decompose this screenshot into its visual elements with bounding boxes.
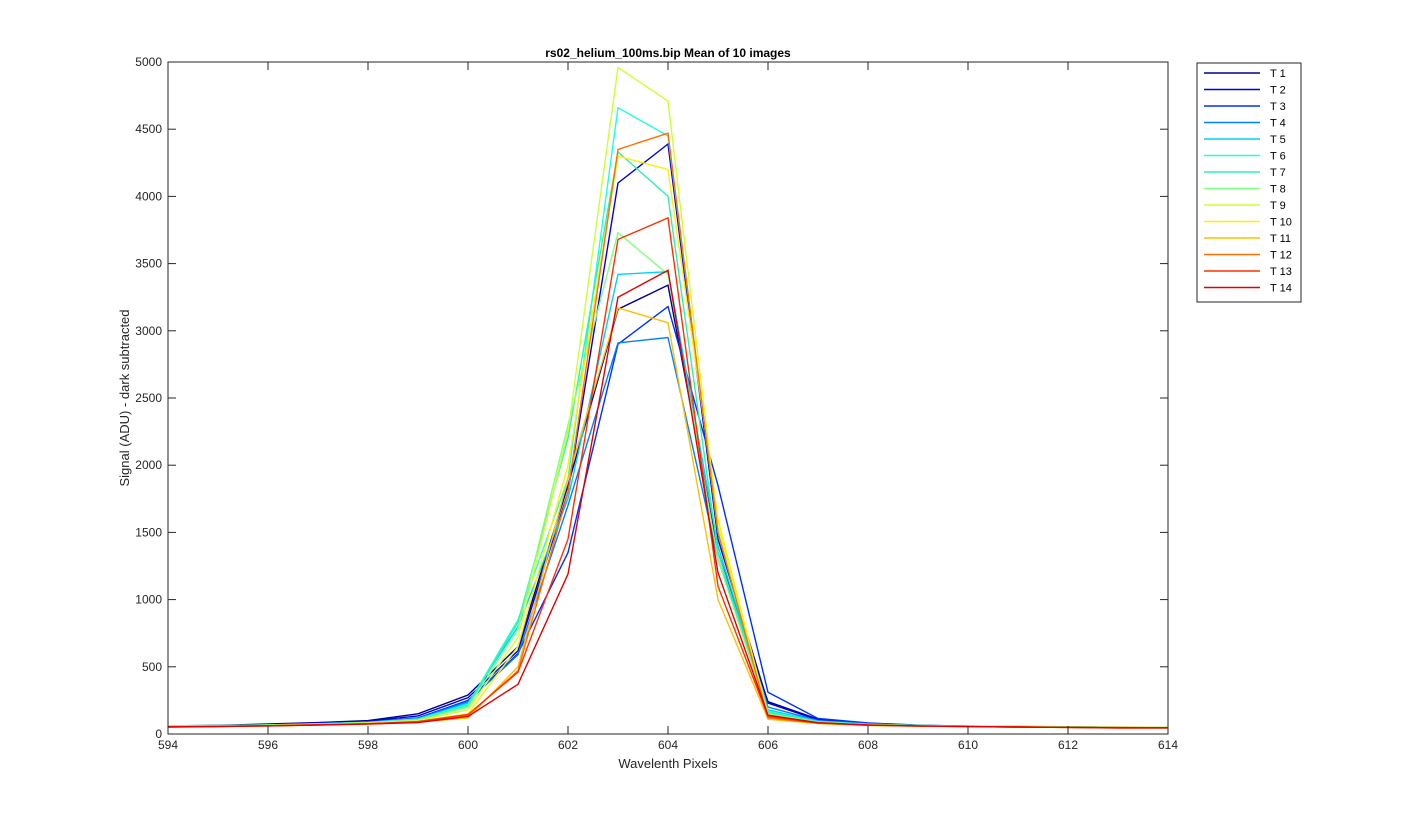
x-axis-label: Wavelenth Pixels: [618, 756, 718, 771]
legend-label-9: T 9: [1270, 200, 1286, 212]
legend-label-13: T 13: [1270, 266, 1292, 278]
series-line-13: [167, 216, 1168, 729]
x-tick-label: 604: [658, 738, 678, 752]
legend-label-4: T 4: [1270, 118, 1286, 130]
legend-label-8: T 8: [1270, 184, 1286, 196]
series-line-7: [167, 150, 1169, 728]
y-axis-label: Signal (ADU) - dark subtracted: [117, 309, 132, 486]
series-line-9: [167, 66, 1169, 729]
x-tick-label: 614: [1158, 738, 1178, 752]
y-tick-label: 5000: [135, 55, 162, 69]
y-tick-label: 2000: [135, 458, 162, 472]
y-tick-label: 2500: [135, 391, 162, 405]
legend-label-6: T 6: [1270, 151, 1286, 163]
legend-label-5: T 5: [1270, 134, 1286, 146]
tick-labels: 594 596 598 600 602 604 606 608 610 612 614 0 500 100…: [135, 55, 1178, 752]
legend-label-7: T 7: [1270, 167, 1286, 179]
y-tick-label: 3000: [135, 324, 162, 338]
y-tick-label: 500: [142, 660, 162, 674]
legend: T 1 T 2 T 3 T 4 T 5 T 6 T 7 T 8 T 9 T 10 T 11 T 12 T…: [1196, 62, 1302, 303]
y-tick-label: 4000: [135, 189, 162, 203]
x-tick-label: 602: [558, 738, 578, 752]
legend-label-2: T 2: [1270, 85, 1286, 97]
x-tick-label: 610: [958, 738, 978, 752]
x-tick-label: 606: [758, 738, 778, 752]
legend-label-3: T 3: [1270, 101, 1286, 113]
series-line-14: [167, 269, 1168, 729]
series-line-11: [167, 307, 1169, 729]
legend-label-14: T 14: [1270, 283, 1292, 295]
legend-label-1: T 1: [1270, 68, 1286, 80]
y-tick-label: 3500: [135, 257, 162, 271]
x-tick-label: 600: [458, 738, 478, 752]
series-line-4: [167, 336, 1169, 729]
legend-label-11: T 11: [1270, 233, 1291, 245]
y-tick-label: 1000: [135, 593, 162, 607]
plot-area: [167, 66, 1169, 729]
y-tick-label: 4500: [135, 122, 162, 136]
legend-label-10: T 10: [1270, 217, 1292, 229]
x-tick-label: 596: [258, 738, 278, 752]
legend-box: [1196, 62, 1302, 303]
y-tick-label: 1500: [135, 525, 162, 539]
x-tick-label: 598: [358, 738, 378, 752]
series-line-2: [167, 142, 1169, 729]
axes-box: [167, 61, 1169, 735]
chart-title: rs02_helium_100ms.bip Mean of 10 images: [545, 46, 791, 60]
legend-label-12: T 12: [1270, 250, 1292, 262]
x-tick-label: 608: [858, 738, 878, 752]
series-line-10: [167, 155, 1169, 729]
y-tick-label: 0: [155, 727, 162, 741]
series-line-3: [167, 305, 1169, 729]
x-tick-label: 612: [1058, 738, 1078, 752]
series-line-1: [167, 284, 1168, 728]
axes: [167, 61, 1169, 735]
x-tick-label: 594: [158, 738, 178, 752]
